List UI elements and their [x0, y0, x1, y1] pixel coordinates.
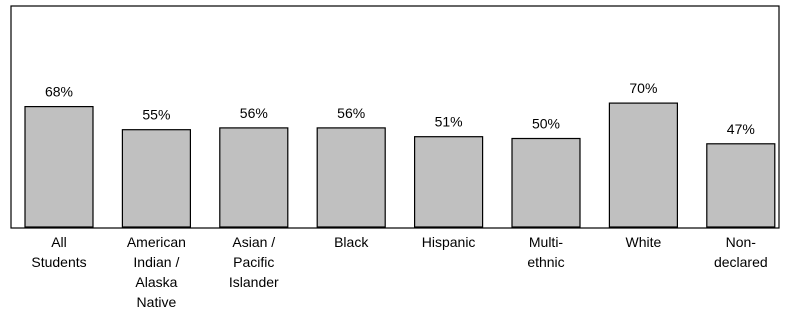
value-label-6: 70%	[629, 80, 657, 96]
category-label-6: White	[626, 234, 662, 250]
category-label-line: declared	[714, 254, 768, 270]
category-label-line: American	[127, 234, 186, 250]
category-label-line: Non-	[726, 234, 757, 250]
category-label-line: Hispanic	[422, 234, 476, 250]
category-label-line: White	[626, 234, 662, 250]
category-label-line: ethnic	[527, 254, 564, 270]
category-label-5: Multi-ethnic	[527, 234, 564, 270]
value-label-5: 50%	[532, 116, 560, 132]
category-label-line: Black	[334, 234, 369, 250]
value-label-1: 55%	[142, 107, 170, 123]
value-label-4: 51%	[435, 114, 463, 130]
category-label-line: Asian /	[232, 234, 275, 250]
category-label-line: Islander	[229, 274, 279, 290]
category-label-line: All	[51, 234, 67, 250]
bar-7	[706, 143, 776, 228]
category-label-line: Alaska	[135, 274, 177, 290]
value-label-0: 68%	[45, 84, 73, 100]
category-label-line: Native	[137, 294, 177, 310]
category-label-2: Asian / Pacific Islander	[229, 234, 279, 290]
value-label-2: 56%	[240, 105, 268, 121]
category-label-line: Pacific	[233, 254, 274, 270]
value-labels-group: 68% 55% 56% 56% 51% 50% 70% 47%	[45, 80, 755, 137]
category-label-4: Hispanic	[422, 234, 476, 250]
value-label-7: 47%	[727, 121, 755, 137]
category-label-line: Indian /	[133, 254, 179, 270]
category-label-line: Students	[31, 254, 86, 270]
bar-2	[219, 127, 289, 228]
bar-4	[414, 136, 484, 228]
category-label-line: Multi-	[529, 234, 564, 250]
plot-frame	[10, 5, 780, 229]
category-label-1: American Indian / Alaska Native	[127, 234, 186, 310]
bar-0	[24, 105, 94, 228]
value-label-3: 56%	[337, 105, 365, 121]
category-label-3: Black	[334, 234, 369, 250]
bar-3	[316, 127, 386, 228]
bar-6	[608, 102, 679, 228]
category-label-7: Non-declared	[714, 234, 768, 270]
bar-5	[511, 137, 581, 228]
bar-1	[121, 129, 192, 228]
category-label-0: All Students	[31, 234, 86, 270]
bars-group	[24, 102, 776, 228]
